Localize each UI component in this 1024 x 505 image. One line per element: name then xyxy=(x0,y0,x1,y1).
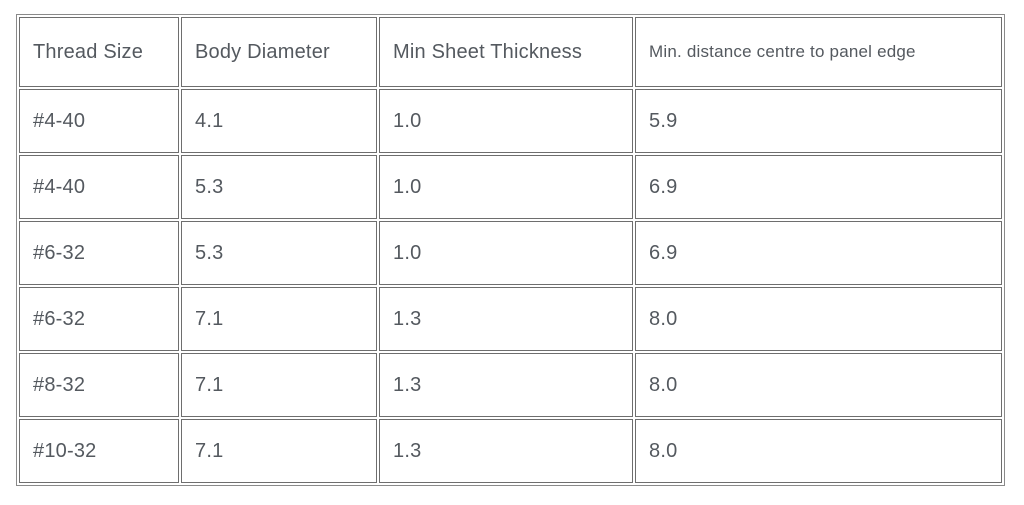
table-container: Thread Size Body Diameter Min Sheet Thic… xyxy=(16,14,1005,486)
column-header-body-diameter: Body Diameter xyxy=(181,17,377,87)
table-cell-min-distance: 6.9 xyxy=(635,221,1002,285)
table-cell-thread-size: #8-32 xyxy=(19,353,179,417)
table-cell-min-sheet-thickness: 1.0 xyxy=(379,89,633,153)
table-cell-min-sheet-thickness: 1.3 xyxy=(379,287,633,351)
table-cell-body-diameter: 5.3 xyxy=(181,221,377,285)
table-cell-body-diameter: 5.3 xyxy=(181,155,377,219)
column-header-min-distance-centre-to-panel-edge: Min. distance centre to panel edge xyxy=(635,17,1002,87)
table-cell-min-distance: 5.9 xyxy=(635,89,1002,153)
table-cell-body-diameter: 7.1 xyxy=(181,287,377,351)
table-cell-body-diameter: 7.1 xyxy=(181,353,377,417)
table-cell-body-diameter: 7.1 xyxy=(181,419,377,483)
table-header-row: Thread Size Body Diameter Min Sheet Thic… xyxy=(19,17,1002,87)
table-row: #6-32 7.1 1.3 8.0 xyxy=(19,287,1002,351)
table-row: #4-40 4.1 1.0 5.9 xyxy=(19,89,1002,153)
table-row: #10-32 7.1 1.3 8.0 xyxy=(19,419,1002,483)
table-cell-min-distance: 6.9 xyxy=(635,155,1002,219)
table-cell-min-distance: 8.0 xyxy=(635,287,1002,351)
table-cell-min-distance: 8.0 xyxy=(635,419,1002,483)
table-cell-thread-size: #4-40 xyxy=(19,89,179,153)
table-row: #6-32 5.3 1.0 6.9 xyxy=(19,221,1002,285)
table-cell-thread-size: #6-32 xyxy=(19,287,179,351)
table-cell-thread-size: #10-32 xyxy=(19,419,179,483)
table-cell-body-diameter: 4.1 xyxy=(181,89,377,153)
table-cell-min-sheet-thickness: 1.3 xyxy=(379,353,633,417)
column-header-min-sheet-thickness: Min Sheet Thickness xyxy=(379,17,633,87)
fastener-spec-table: Thread Size Body Diameter Min Sheet Thic… xyxy=(16,14,1005,486)
column-header-thread-size: Thread Size xyxy=(19,17,179,87)
table-cell-min-sheet-thickness: 1.0 xyxy=(379,221,633,285)
table-cell-min-distance: 8.0 xyxy=(635,353,1002,417)
table-cell-thread-size: #6-32 xyxy=(19,221,179,285)
table-cell-min-sheet-thickness: 1.3 xyxy=(379,419,633,483)
table-cell-min-sheet-thickness: 1.0 xyxy=(379,155,633,219)
table-cell-thread-size: #4-40 xyxy=(19,155,179,219)
table-row: #4-40 5.3 1.0 6.9 xyxy=(19,155,1002,219)
table-row: #8-32 7.1 1.3 8.0 xyxy=(19,353,1002,417)
